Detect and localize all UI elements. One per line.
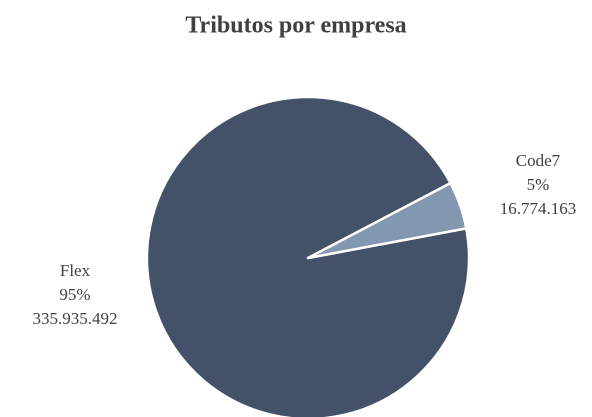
pie-slice <box>306 181 468 260</box>
slice-value: 335.935.492 <box>33 309 118 328</box>
slice-percentage: 5% <box>527 175 550 194</box>
slice-name: Flex <box>60 261 91 280</box>
chart-title: Tributos por empresa <box>185 13 406 39</box>
slice-value: 16.774.163 <box>500 199 577 218</box>
slice-name: Code7 <box>516 151 561 170</box>
slice-percentage: 95% <box>59 285 90 304</box>
